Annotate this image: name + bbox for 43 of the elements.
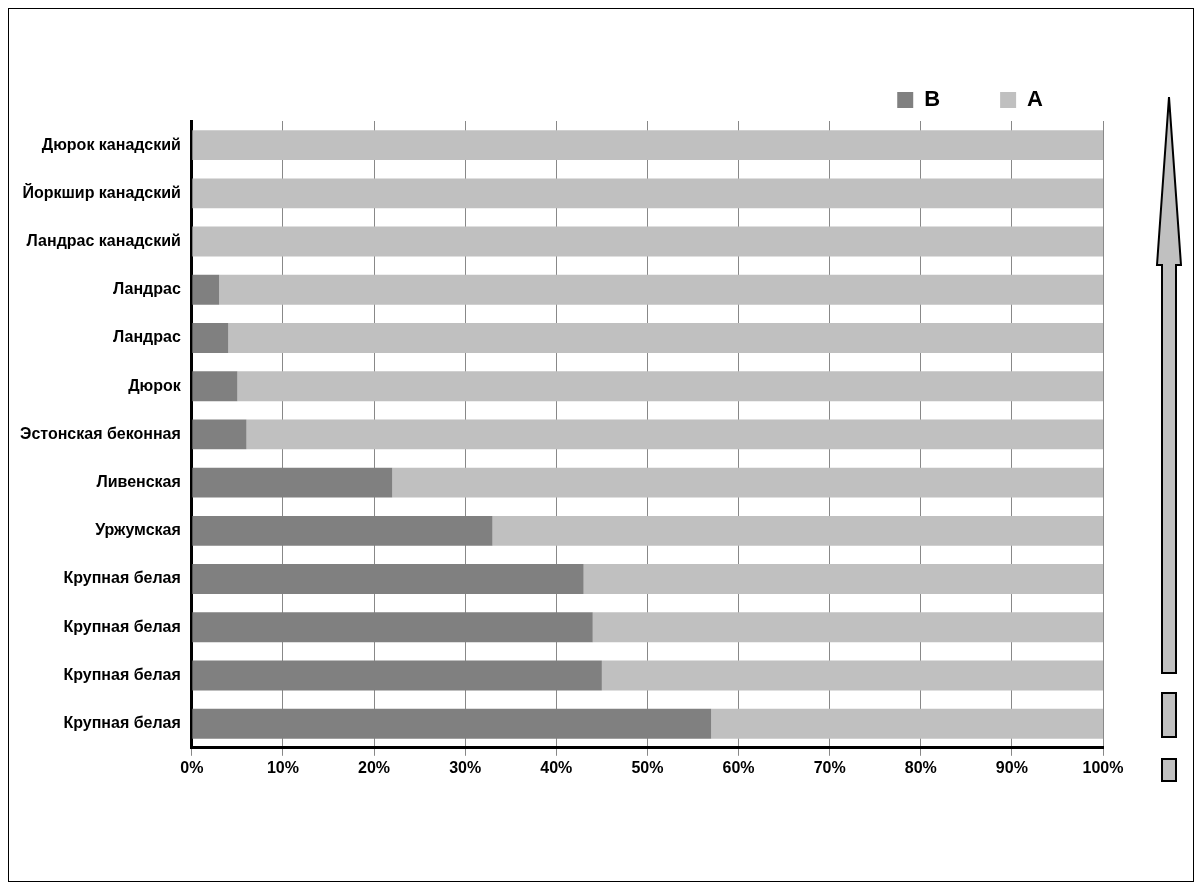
- y-tick-label: Дюрок: [128, 376, 182, 394]
- y-tick-label: Уржумская: [95, 521, 181, 539]
- y-tick-label: Ливенская: [96, 473, 181, 491]
- y-tick-label: Крупная белая: [63, 665, 181, 683]
- y-tick-label: Крупная белая: [63, 569, 181, 587]
- x-tick-label: 100%: [1082, 758, 1124, 776]
- x-tick-label: 60%: [722, 758, 755, 776]
- x-tick-label: 90%: [995, 758, 1028, 776]
- bar: [492, 515, 1103, 546]
- x-tick-label: 70%: [813, 758, 846, 776]
- bar: [237, 371, 1103, 402]
- x-tick-label: 80%: [904, 758, 937, 776]
- bar: [583, 564, 1103, 594]
- x-tick-label: 30%: [449, 758, 482, 776]
- bar: [592, 612, 1103, 643]
- bar: [601, 660, 1103, 691]
- bar: [192, 226, 1103, 257]
- bar: [192, 419, 247, 450]
- x-tick-label: 0%: [180, 758, 204, 776]
- bar: [192, 130, 1103, 161]
- legend-label: A: [1027, 86, 1044, 112]
- x-tick-label: 10%: [266, 758, 299, 776]
- x-tick-label: 20%: [358, 758, 391, 776]
- y-tick-label: Эстонская беконная: [20, 424, 181, 442]
- y-tick-label: Йоркшир канадский: [22, 182, 181, 201]
- y-tick-label: Ландрас: [112, 280, 181, 298]
- bar: [228, 323, 1103, 353]
- y-tick-label: Дюрок канадский: [41, 135, 181, 153]
- y-tick-label: Крупная белая: [63, 617, 181, 635]
- bar: [192, 323, 229, 353]
- x-tick-label: 40%: [540, 758, 573, 776]
- bar: [711, 708, 1103, 739]
- y-tick-label: Ландрас: [112, 328, 181, 346]
- bar: [192, 371, 238, 402]
- bar: [246, 419, 1103, 450]
- bar: [192, 178, 1103, 209]
- legend-label: B: [924, 86, 941, 112]
- bar: [192, 274, 220, 305]
- x-tick-label: 50%: [631, 758, 664, 776]
- bar: [392, 467, 1103, 498]
- y-tick-label: Ландрас канадский: [26, 231, 181, 249]
- bar: [219, 274, 1103, 305]
- y-tick-label: Крупная белая: [63, 714, 181, 732]
